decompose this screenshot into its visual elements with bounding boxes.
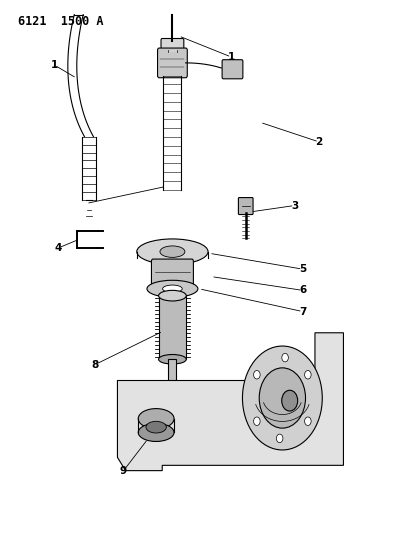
Circle shape [304, 417, 310, 425]
Ellipse shape [138, 423, 174, 441]
Circle shape [253, 417, 259, 425]
Circle shape [281, 390, 297, 411]
Text: 2: 2 [315, 137, 322, 147]
Ellipse shape [158, 354, 186, 364]
Text: 1: 1 [51, 60, 58, 70]
Ellipse shape [146, 421, 166, 433]
Circle shape [242, 346, 321, 450]
Bar [158, 296, 186, 359]
Text: 3: 3 [290, 200, 297, 211]
Ellipse shape [138, 409, 174, 429]
Circle shape [304, 370, 310, 379]
Text: 5: 5 [299, 264, 306, 274]
Ellipse shape [160, 246, 184, 257]
Circle shape [281, 353, 288, 362]
Circle shape [258, 368, 305, 428]
FancyBboxPatch shape [151, 259, 193, 286]
FancyBboxPatch shape [161, 38, 183, 53]
Ellipse shape [146, 280, 198, 297]
Text: 8: 8 [91, 360, 99, 369]
FancyBboxPatch shape [157, 48, 187, 78]
FancyBboxPatch shape [222, 60, 242, 79]
Bar [168, 359, 176, 395]
Text: 1: 1 [227, 52, 234, 62]
Text: 4: 4 [54, 243, 62, 253]
Ellipse shape [137, 239, 207, 264]
Text: 9: 9 [120, 466, 127, 475]
Ellipse shape [158, 290, 186, 301]
Text: 6121  1500 A: 6121 1500 A [18, 14, 103, 28]
Polygon shape [117, 333, 343, 471]
FancyBboxPatch shape [238, 198, 252, 215]
Circle shape [276, 434, 282, 442]
Ellipse shape [162, 285, 182, 293]
Text: 7: 7 [298, 306, 306, 317]
Bar [168, 50, 176, 52]
Text: 6: 6 [299, 285, 306, 295]
Circle shape [253, 370, 259, 379]
